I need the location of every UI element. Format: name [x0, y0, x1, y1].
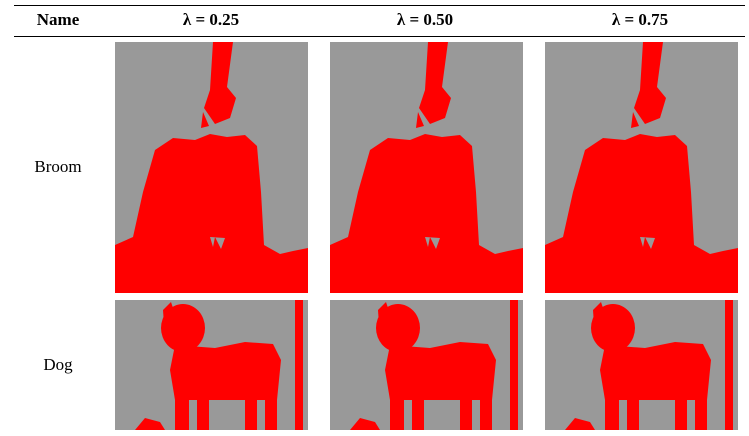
header-cell: λ = 0.75 — [611, 10, 669, 29]
mask-image — [115, 42, 308, 293]
top-rule — [14, 5, 745, 6]
header-cell: Name — [36, 10, 80, 29]
mask-image — [545, 300, 738, 430]
mask-image — [330, 300, 523, 430]
header-cell: λ = 0.50 — [396, 10, 454, 29]
mask-image — [330, 42, 523, 293]
row-label: Dog — [43, 355, 73, 374]
header-rule — [14, 36, 745, 37]
header-cell: λ = 0.25 — [182, 10, 240, 29]
mask-image — [115, 300, 308, 430]
row-label: Broom — [34, 157, 82, 176]
mask-image — [545, 42, 738, 293]
